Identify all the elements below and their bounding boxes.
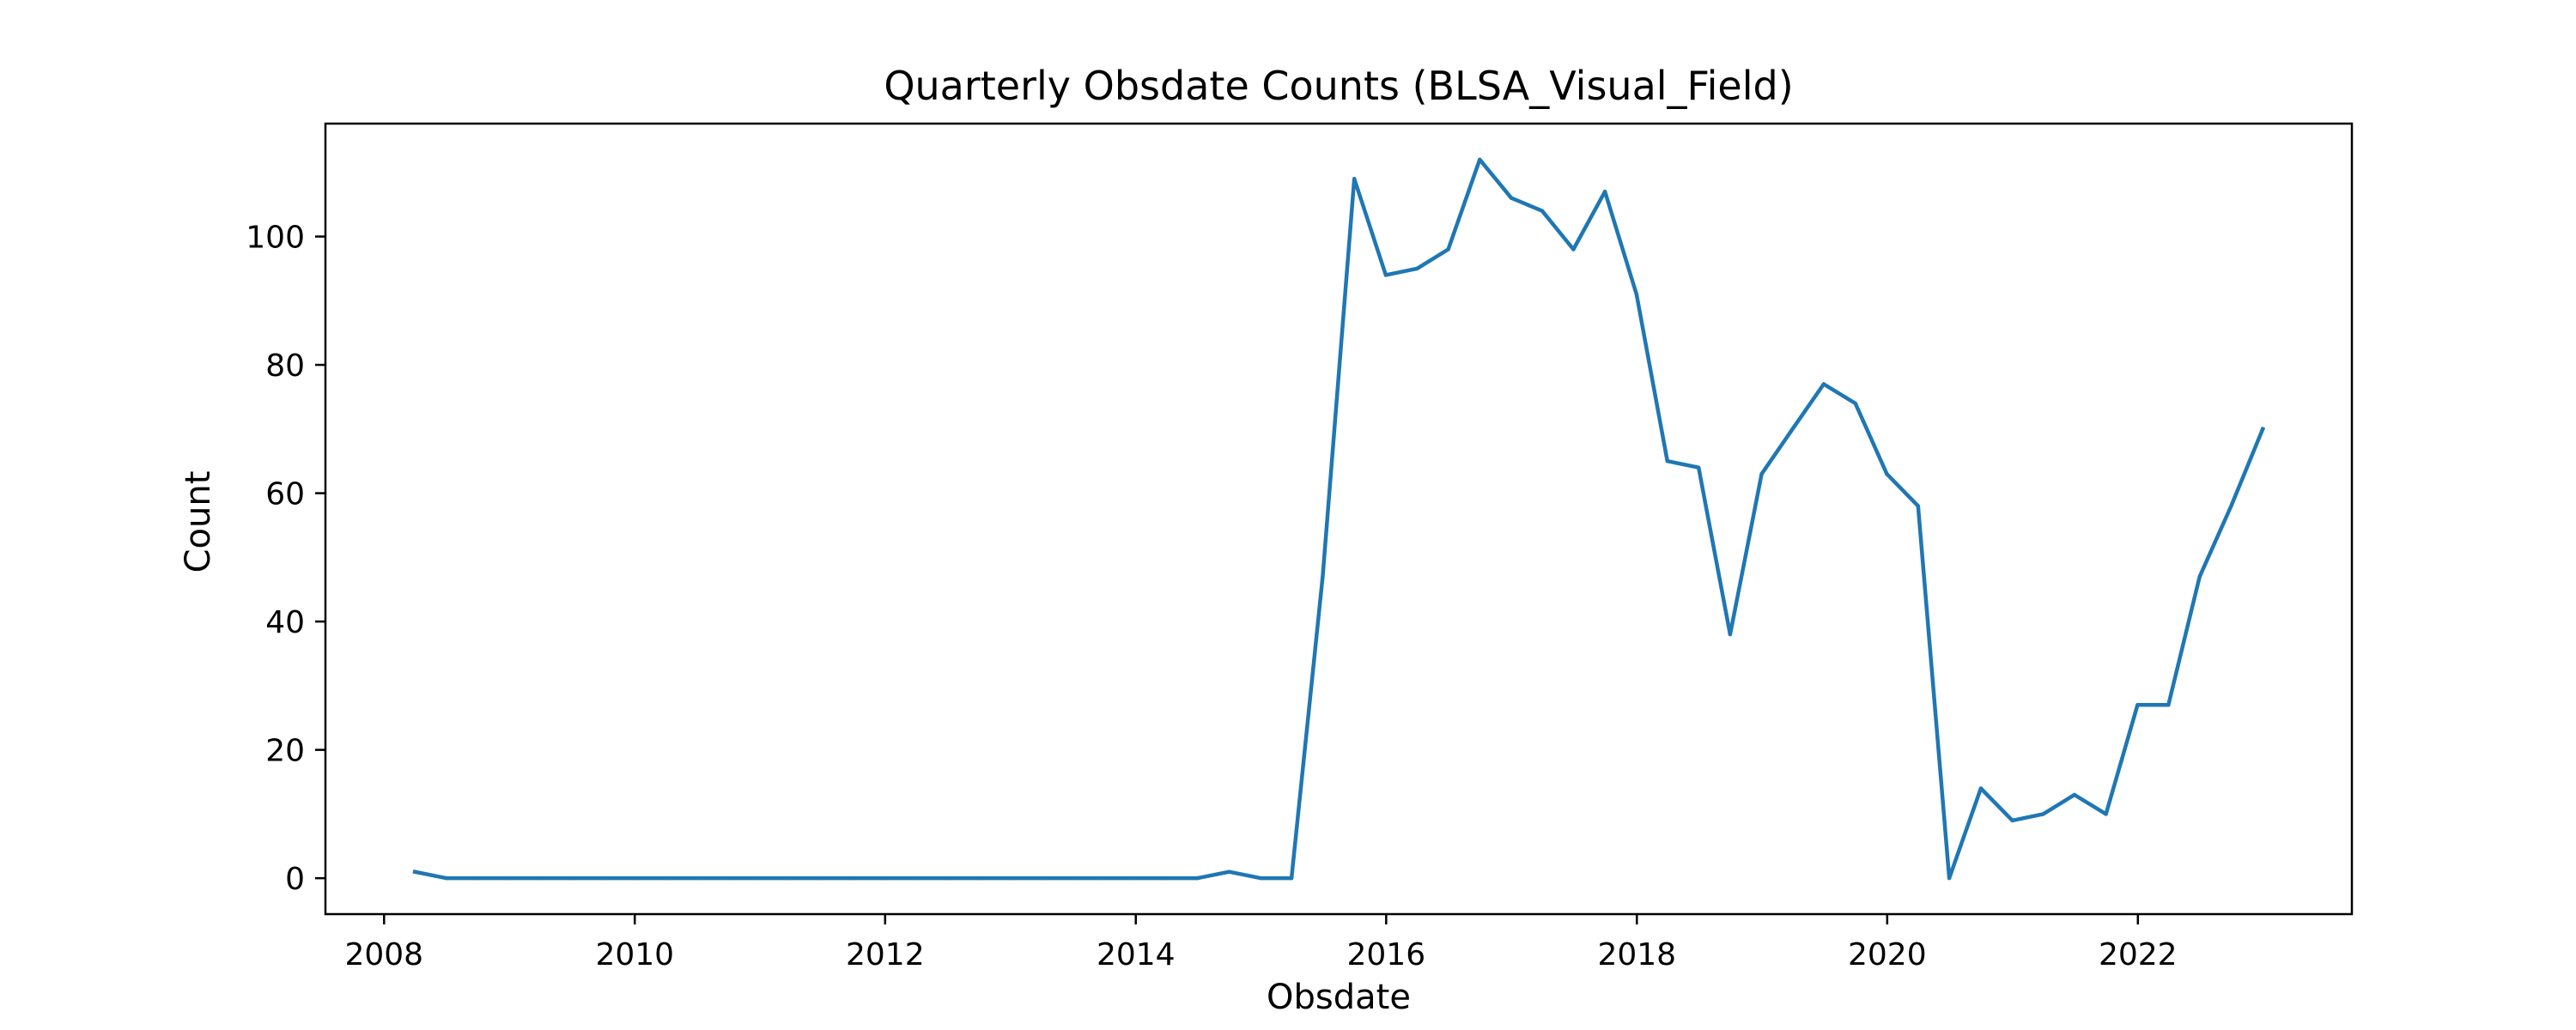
data-point bbox=[726, 876, 731, 881]
data-point bbox=[851, 876, 855, 881]
data-point bbox=[1352, 177, 1357, 181]
data-point bbox=[2229, 504, 2233, 508]
data-point bbox=[819, 876, 824, 881]
data-point bbox=[694, 876, 699, 881]
data-point bbox=[1321, 574, 1325, 579]
data-point bbox=[1728, 632, 1733, 637]
data-point bbox=[1665, 459, 1670, 464]
data-point bbox=[1446, 247, 1450, 251]
data-point bbox=[476, 876, 480, 881]
data-point bbox=[976, 876, 981, 881]
data-point bbox=[1164, 876, 1169, 881]
data-point bbox=[1916, 504, 1920, 508]
data-point bbox=[1853, 401, 1857, 406]
y-tick-label: 80 bbox=[265, 348, 305, 384]
data-point bbox=[1070, 876, 1075, 881]
data-point bbox=[1195, 876, 1200, 881]
data-point bbox=[2166, 703, 2171, 707]
data-point bbox=[1039, 876, 1043, 881]
data-point bbox=[757, 876, 762, 881]
data-point bbox=[914, 876, 919, 881]
x-tick-label: 2022 bbox=[2099, 937, 2178, 972]
data-point bbox=[2010, 818, 2014, 823]
x-tick-label: 2016 bbox=[1347, 937, 1426, 972]
plot-area-frame bbox=[324, 122, 2354, 916]
x-tick-label: 2020 bbox=[1848, 937, 1927, 972]
data-point bbox=[507, 876, 512, 881]
data-point bbox=[1478, 157, 1482, 162]
data-point bbox=[632, 876, 637, 881]
y-tick-label: 40 bbox=[265, 605, 305, 640]
series-line bbox=[412, 157, 2266, 881]
data-point bbox=[2041, 812, 2045, 816]
data-point bbox=[883, 876, 887, 881]
y-tick-label: 100 bbox=[246, 221, 305, 256]
data-point bbox=[788, 876, 793, 881]
data-point bbox=[444, 876, 448, 881]
data-point bbox=[1415, 266, 1419, 271]
data-point bbox=[1509, 196, 1514, 200]
data-point bbox=[2197, 574, 2202, 579]
data-point bbox=[1885, 472, 1889, 476]
data-point bbox=[1634, 292, 1639, 297]
data-point bbox=[2136, 703, 2140, 707]
data-point bbox=[1571, 247, 1576, 251]
data-point bbox=[569, 876, 574, 881]
data-point bbox=[1759, 472, 1764, 476]
y-tick-label: 20 bbox=[265, 734, 305, 769]
data-point bbox=[538, 876, 543, 881]
data-point bbox=[1540, 209, 1545, 213]
x-tick-label: 2008 bbox=[344, 937, 423, 972]
data-point bbox=[1821, 382, 1826, 386]
y-tick-label: 0 bbox=[285, 862, 305, 897]
x-tick-label: 2012 bbox=[846, 937, 925, 972]
data-point bbox=[2104, 812, 2108, 816]
x-axis-label: Obsdate bbox=[1267, 978, 1411, 1017]
data-point bbox=[1258, 876, 1263, 881]
y-axis-label: Count bbox=[179, 471, 218, 573]
data-point bbox=[1697, 465, 1701, 470]
data-point bbox=[1289, 876, 1294, 881]
x-tick-label: 2018 bbox=[1597, 937, 1676, 972]
data-point bbox=[2261, 427, 2265, 431]
data-point bbox=[663, 876, 667, 881]
data-point bbox=[2072, 792, 2077, 797]
data-point bbox=[1102, 876, 1106, 881]
data-point bbox=[1133, 876, 1138, 881]
data-point bbox=[600, 876, 605, 881]
data-point bbox=[1790, 427, 1795, 431]
x-tick-label: 2014 bbox=[1097, 937, 1176, 972]
data-point bbox=[413, 869, 417, 874]
chart-title: Quarterly Obsdate Counts (BLSA_Visual_Fi… bbox=[884, 63, 1793, 109]
x-axis-ticks: 2008 2010 2012 2014 2016 2018 2020 2022 bbox=[344, 914, 2178, 972]
data-point bbox=[1602, 190, 1607, 194]
data-point bbox=[945, 876, 950, 881]
data-point bbox=[1947, 876, 1952, 881]
data-point bbox=[1008, 876, 1012, 881]
y-tick-label: 60 bbox=[265, 477, 305, 512]
data-point bbox=[1227, 869, 1231, 874]
y-axis-ticks: 0 20 40 60 80 100 bbox=[246, 221, 325, 897]
x-tick-label: 2010 bbox=[595, 937, 674, 972]
data-point bbox=[1383, 273, 1388, 277]
data-points bbox=[413, 157, 2265, 881]
data-point bbox=[1978, 786, 1984, 791]
